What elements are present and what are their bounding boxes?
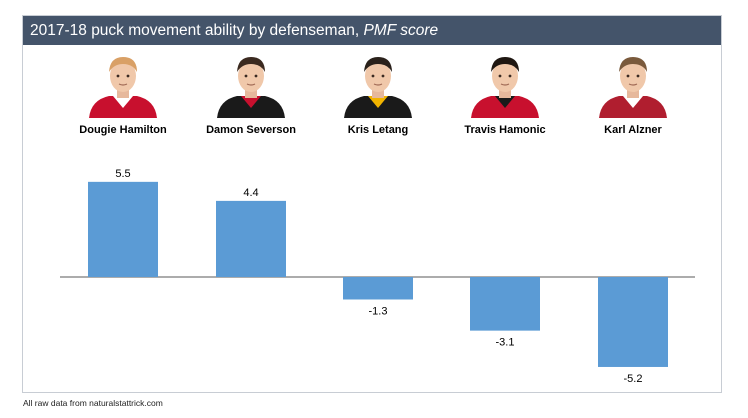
chart-title: 2017-18 puck movement ability by defense… <box>23 16 721 45</box>
player-3: Kris Letang <box>318 50 438 150</box>
player-5: Karl Alzner <box>573 50 693 150</box>
data-label-2: 4.4 <box>243 187 258 199</box>
player-headshot-icon <box>599 57 667 118</box>
bar-1 <box>88 181 158 277</box>
player-name-label: Damon Severson <box>206 124 296 136</box>
source-footnote: All raw data from naturalstattrick.com <box>23 398 163 408</box>
player-name-label: Karl Alzner <box>604 124 662 136</box>
player-headshot-icon <box>89 57 157 118</box>
data-label-1: 5.5 <box>115 168 130 180</box>
player-headshot-icon <box>344 57 412 118</box>
player-4: Travis Hamonic <box>445 50 565 150</box>
bar-5 <box>598 277 668 367</box>
player-name-label: Travis Hamonic <box>464 124 546 136</box>
chart-title-main: 2017-18 puck movement ability by defense… <box>30 22 364 39</box>
data-label-3: -1.3 <box>369 305 388 317</box>
chart-title-metric: PMF score <box>363 22 439 39</box>
bar-3 <box>343 277 413 300</box>
bar-4 <box>470 277 540 331</box>
player-1: Dougie Hamilton <box>63 50 183 150</box>
player-headshot-icon <box>471 57 539 118</box>
player-name-label: Dougie Hamilton <box>79 124 167 136</box>
bar-2 <box>216 200 286 277</box>
player-name-label: Kris Letang <box>347 124 409 136</box>
data-label-4: -3.1 <box>496 337 515 349</box>
player-headshot-icon <box>217 57 285 118</box>
data-label-5: -5.2 <box>624 373 643 385</box>
player-2: Damon Severson <box>191 50 311 150</box>
